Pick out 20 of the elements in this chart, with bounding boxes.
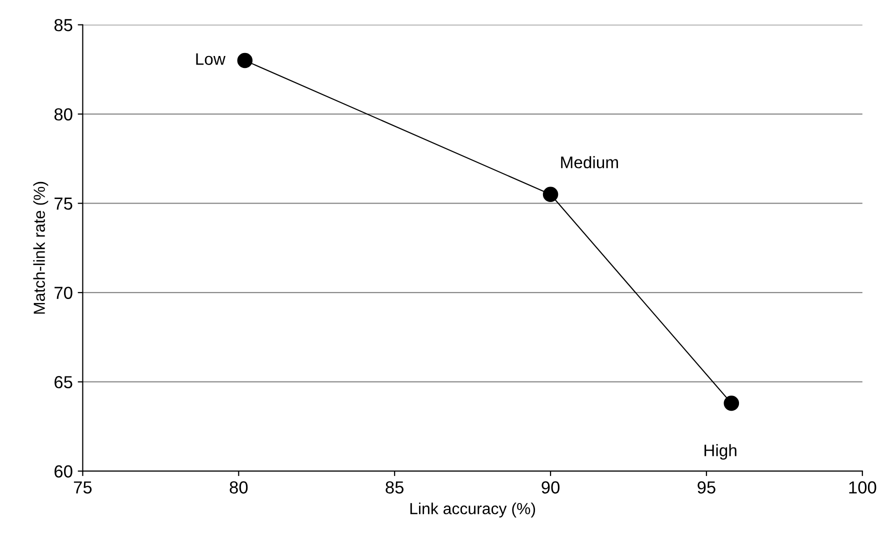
y-axis-title: Match-link rate (%) xyxy=(33,182,48,314)
x-tick-label: 95 xyxy=(698,481,716,494)
y-tick-label: 65 xyxy=(54,376,72,388)
point xyxy=(237,52,253,68)
x-tick-label: 85 xyxy=(386,481,404,494)
point xyxy=(724,396,740,411)
x-tick-label: 75 xyxy=(74,481,92,494)
y-tick-label: 70 xyxy=(54,286,72,300)
x-tick-label: 90 xyxy=(542,481,560,494)
y-tick-label: 80 xyxy=(54,108,72,121)
x-axis-title: Link accuracy (%) xyxy=(410,502,536,518)
annotation: Low xyxy=(196,53,226,65)
y-tick-label: 60 xyxy=(54,465,72,478)
annotation: High xyxy=(704,444,736,460)
x-tick-label: 80 xyxy=(230,481,248,494)
annotation: Medium xyxy=(561,156,618,168)
x-tick-label: 100 xyxy=(849,481,876,494)
y-tick-label: 75 xyxy=(54,198,72,210)
y-tick-label: 85 xyxy=(54,18,72,32)
point xyxy=(542,186,558,202)
